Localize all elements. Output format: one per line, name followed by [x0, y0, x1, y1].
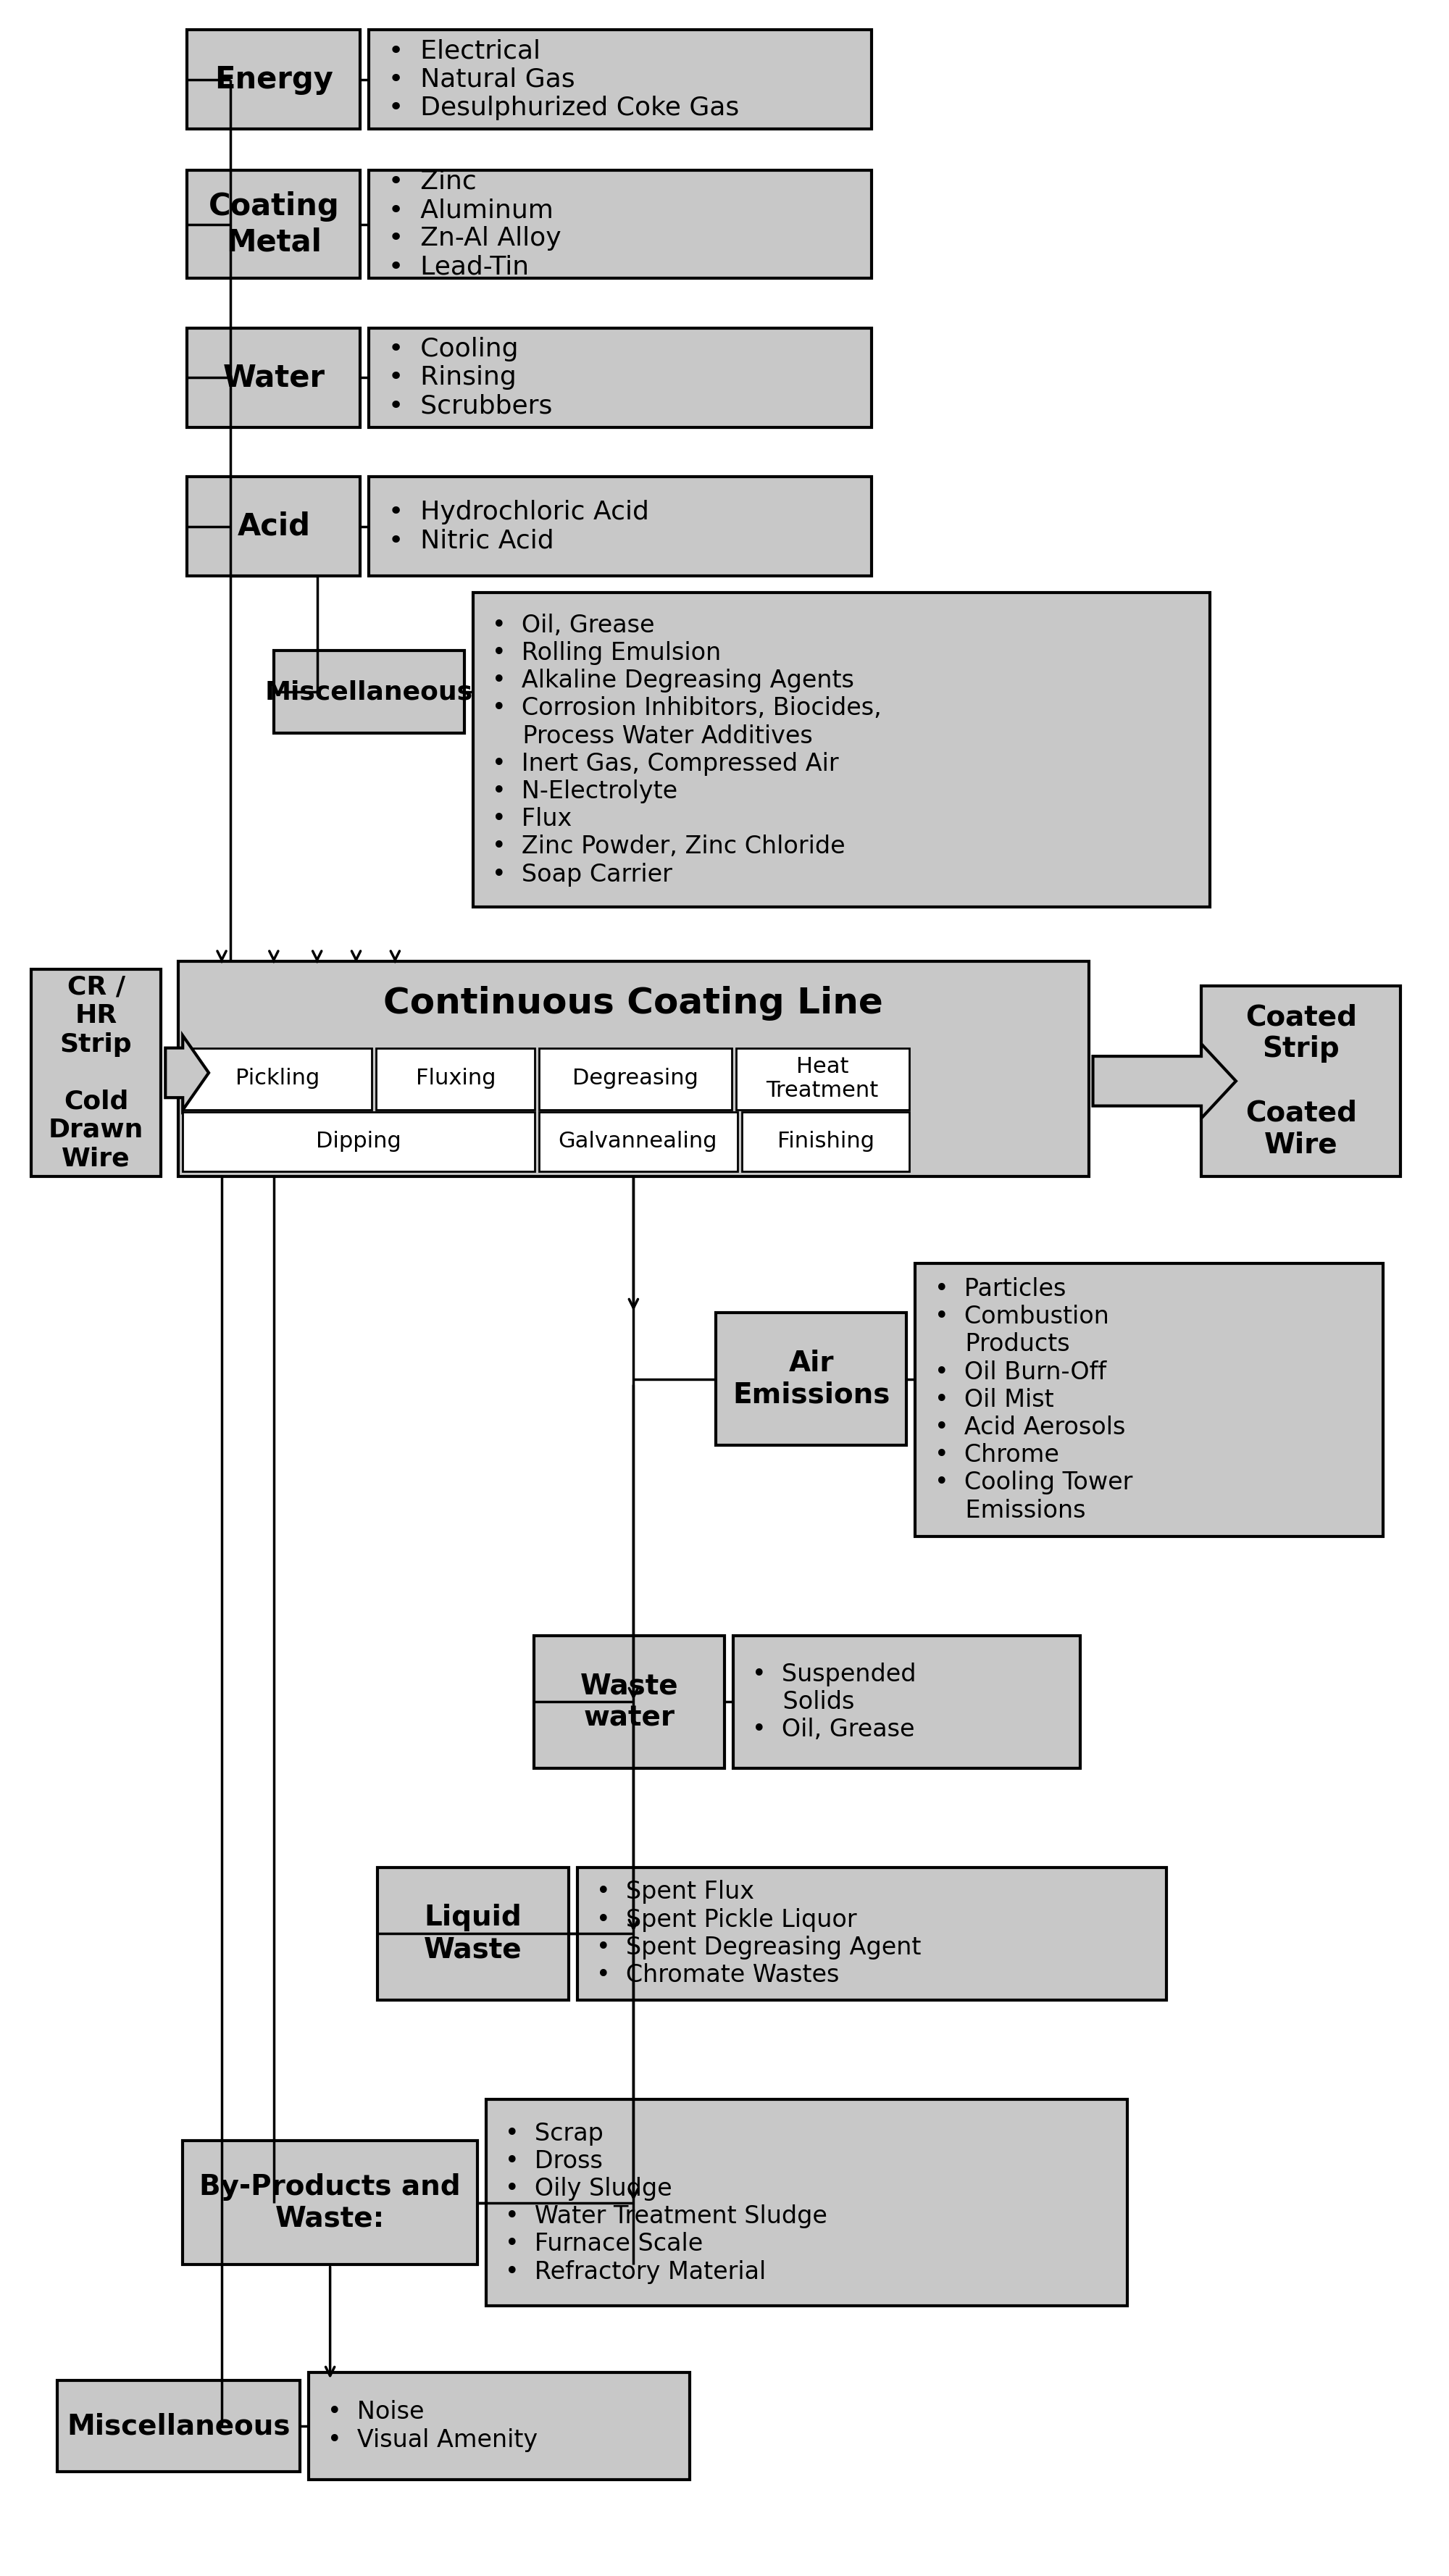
Bar — [733, 1636, 1080, 1767]
Text: •  Spent Flux
•  Spent Pickle Liquor
•  Spent Degreasing Agent
•  Chromate Waste: • Spent Flux • Spent Pickle Liquor • Spe… — [596, 1880, 922, 1986]
Bar — [183, 1113, 535, 1172]
Bar — [30, 969, 161, 1177]
Bar — [539, 1048, 732, 1110]
Text: Waste
water: Waste water — [580, 1672, 678, 1731]
Text: Acid: Acid — [238, 510, 310, 541]
Text: •  Noise
•  Visual Amenity: • Noise • Visual Amenity — [327, 2401, 538, 2452]
Text: CR /
HR
Strip

Cold
Drawn
Wire: CR / HR Strip Cold Drawn Wire — [48, 974, 143, 1170]
Bar — [1201, 987, 1401, 1177]
Text: Fluxing: Fluxing — [416, 1069, 496, 1090]
Bar — [533, 1636, 724, 1767]
Bar — [377, 1048, 535, 1110]
Text: Coating
Metal: Coating Metal — [209, 191, 339, 258]
Text: Water: Water — [223, 363, 325, 392]
Text: Degreasing: Degreasing — [572, 1069, 698, 1090]
Bar — [916, 1262, 1384, 1535]
Text: •  Scrap
•  Dross
•  Oily Sludge
•  Water Treatment Sludge
•  Furnace Scale
•  R: • Scrap • Dross • Oily Sludge • Water Tr… — [506, 2123, 827, 2285]
Text: Coated
Strip

Coated
Wire: Coated Strip Coated Wire — [1245, 1005, 1356, 1159]
Bar — [539, 1113, 738, 1172]
Bar — [716, 1314, 907, 1445]
Bar — [187, 170, 361, 278]
Bar — [309, 2372, 690, 2481]
Bar — [485, 2099, 1127, 2306]
Text: •  Hydrochloric Acid
•  Nitric Acid: • Hydrochloric Acid • Nitric Acid — [388, 500, 649, 554]
Text: Continuous Coating Line: Continuous Coating Line — [384, 987, 884, 1020]
Bar — [369, 31, 872, 129]
Text: •  Oil, Grease
•  Rolling Emulsion
•  Alkaline Degreasing Agents
•  Corrosion In: • Oil, Grease • Rolling Emulsion • Alkal… — [493, 613, 882, 886]
Bar — [187, 477, 361, 577]
Text: Finishing: Finishing — [777, 1131, 874, 1151]
Text: •  Cooling
•  Rinsing
•  Scrubbers: • Cooling • Rinsing • Scrubbers — [388, 337, 552, 417]
Bar — [187, 327, 361, 428]
Text: Dipping: Dipping — [316, 1131, 401, 1151]
Text: •  Electrical
•  Natural Gas
•  Desulphurized Coke Gas: • Electrical • Natural Gas • Desulphuriz… — [388, 39, 739, 121]
Text: Liquid
Waste: Liquid Waste — [425, 1904, 522, 1963]
Bar — [742, 1113, 909, 1172]
Text: •  Particles
•  Combustion
    Products
•  Oil Burn-Off
•  Oil Mist
•  Acid Aero: • Particles • Combustion Products • Oil … — [935, 1278, 1132, 1522]
Bar — [369, 327, 872, 428]
Text: Heat
Treatment: Heat Treatment — [767, 1056, 878, 1103]
Text: •  Suspended
    Solids
•  Oil, Grease: • Suspended Solids • Oil, Grease — [752, 1662, 916, 1741]
Text: Galvannealing: Galvannealing — [558, 1131, 717, 1151]
Bar — [474, 592, 1210, 907]
Text: •  Zinc
•  Aluminum
•  Zn-Al Alloy
•  Lead-Tin: • Zinc • Aluminum • Zn-Al Alloy • Lead-T… — [388, 170, 561, 281]
Bar — [178, 961, 1088, 1177]
Text: Miscellaneous: Miscellaneous — [265, 680, 474, 703]
Text: Energy: Energy — [214, 64, 333, 95]
Bar — [369, 477, 872, 577]
Text: Pickling: Pickling — [235, 1069, 319, 1090]
Text: By-Products and
Waste:: By-Products and Waste: — [200, 2174, 461, 2233]
Bar — [187, 31, 361, 129]
Bar — [736, 1048, 909, 1110]
FancyArrow shape — [1093, 1043, 1236, 1118]
Bar — [183, 2141, 478, 2264]
FancyArrow shape — [165, 1036, 209, 1110]
Text: Air
Emissions: Air Emissions — [732, 1350, 890, 1409]
Bar — [183, 1048, 372, 1110]
Text: Miscellaneous: Miscellaneous — [67, 2411, 290, 2439]
Bar — [274, 652, 465, 734]
Bar — [57, 2380, 300, 2470]
Bar — [577, 1868, 1166, 1999]
Bar — [378, 1868, 568, 1999]
Bar — [369, 170, 872, 278]
